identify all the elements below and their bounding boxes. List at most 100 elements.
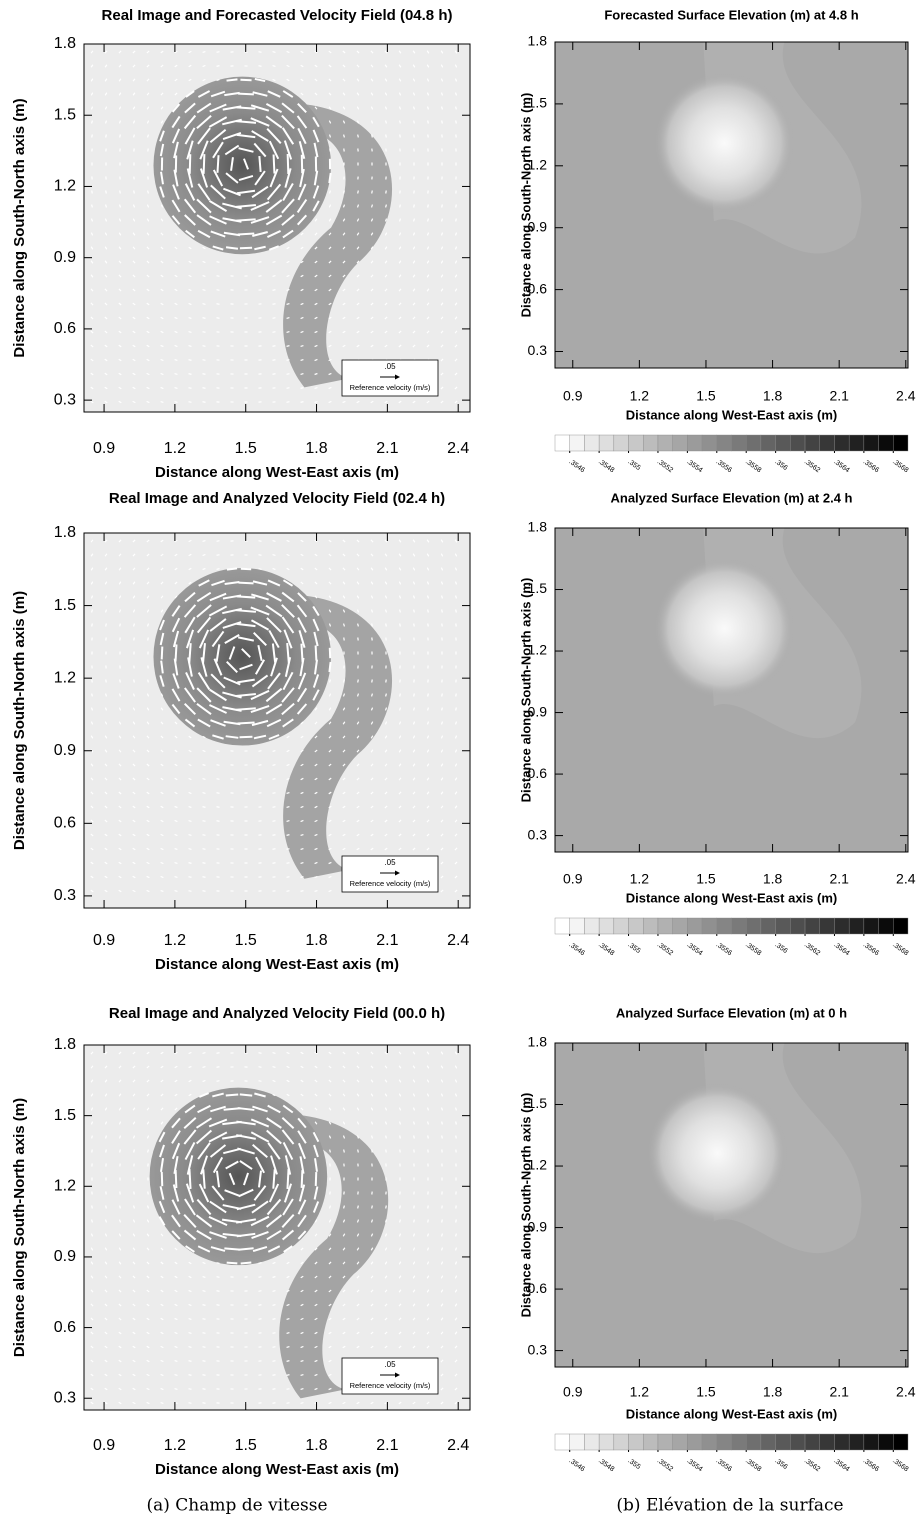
colorbar-box [687,434,703,452]
velocity-arrow [384,1065,388,1069]
velocity-arrow [426,763,430,767]
velocity-arrow [440,833,444,837]
velocity-arrow [254,659,266,675]
velocity-arrow [160,721,164,725]
velocity-arrow [118,595,122,599]
velocity-arrow [216,261,220,263]
velocity-arrow [384,763,388,767]
velocity-arrow [174,875,178,879]
x-tick-label: 0.9 [563,871,583,887]
velocity-arrow [384,749,388,753]
velocity-arrow [90,1247,94,1251]
y-tick-label: 1.8 [528,519,548,535]
velocity-arrow [440,749,444,753]
velocity-arrow [174,1093,178,1097]
velocity-arrow [426,539,430,543]
velocity-arrow [440,288,444,292]
velocity-arrow [146,1233,150,1237]
velocity-arrow [253,734,267,740]
velocity-arrow [314,805,318,809]
colorbar-box [701,917,717,935]
velocity-arrow [342,777,346,781]
velocity-arrow [342,1051,346,1055]
velocity-arrow [412,735,416,739]
velocity-arrow [286,288,290,292]
velocity-arrow [132,1219,136,1223]
velocity-arrow [104,400,108,404]
velocity-arrow [314,1387,318,1391]
velocity-arrow [342,316,346,320]
velocity-arrow [174,316,178,320]
colorbar-label: .3564 [832,458,850,474]
x-axis-label: Distance along West-East axis (m) [626,1406,837,1421]
velocity-arrow [118,106,122,110]
velocity-arrow [237,1107,255,1111]
velocity-arrow [328,805,332,809]
velocity-arrow [300,1093,304,1097]
x-tick-label: 2.4 [447,1437,469,1454]
velocity-arrow [272,1360,276,1362]
colorbar-box [790,1433,806,1451]
velocity-arrow [90,400,94,404]
velocity-arrow [300,1079,304,1083]
velocity-arrow [356,749,360,753]
velocity-arrow [342,791,346,795]
velocity-arrow [385,1205,387,1209]
velocity-arrow [171,1230,181,1240]
velocity-arrow [239,246,253,250]
velocity-arrow [197,229,211,239]
velocity-arrow [118,1121,122,1125]
velocity-arrow [174,805,178,809]
velocity-arrow [384,1093,388,1097]
velocity-arrow [328,721,332,725]
velocity-arrow [202,1346,206,1348]
velocity-arrow [90,861,94,865]
velocity-arrow [426,805,430,809]
velocity-arrow [104,1233,108,1237]
velocity-arrow [398,539,402,543]
velocity-arrow [188,1051,192,1055]
y-tick-label: 1.5 [54,106,76,123]
velocity-arrow [118,358,122,362]
velocity-arrow [454,92,458,96]
velocity-arrow [357,190,359,194]
velocity-arrow [202,154,206,174]
velocity-arrow [250,1131,270,1143]
colorbar-label: .3552 [656,458,674,474]
velocity-arrow [268,734,280,740]
velocity-arrow [454,553,458,557]
velocity-arrow [239,663,253,671]
velocity-arrow [253,632,267,646]
velocity-arrow [371,679,373,683]
velocity-arrow [398,819,402,823]
velocity-arrow [356,805,360,809]
velocity-arrow [286,260,290,264]
velocity-arrow [209,592,227,602]
velocity-arrow [160,1359,164,1363]
velocity-arrow [188,1331,192,1335]
velocity-arrow [104,819,108,823]
velocity-arrow [160,358,164,362]
y-tick-label: 0.3 [528,826,548,842]
velocity-arrow [266,592,282,602]
velocity-arrow [283,629,293,649]
velocity-arrow [300,274,304,278]
velocity-arrow [118,609,122,613]
velocity-arrow [160,791,164,795]
reference-arrow-head [395,374,400,380]
velocity-arrow [216,568,220,570]
x-axis-label: Distance along West-East axis (m) [626,407,837,422]
velocity-arrow [314,1093,318,1097]
velocity-arrow [222,621,242,629]
colorbar-label: .3546 [568,458,586,474]
velocity-arrow [440,50,444,54]
velocity-arrow [132,833,136,837]
velocity-arrow [427,693,429,697]
velocity-arrow [454,288,458,292]
velocity-arrow [328,134,332,138]
velocity-arrow [209,215,227,225]
velocity-arrow [258,568,262,570]
colorbar-label: .3556 [715,941,733,957]
velocity-arrow [328,232,332,236]
velocity-arrow [208,1215,228,1227]
